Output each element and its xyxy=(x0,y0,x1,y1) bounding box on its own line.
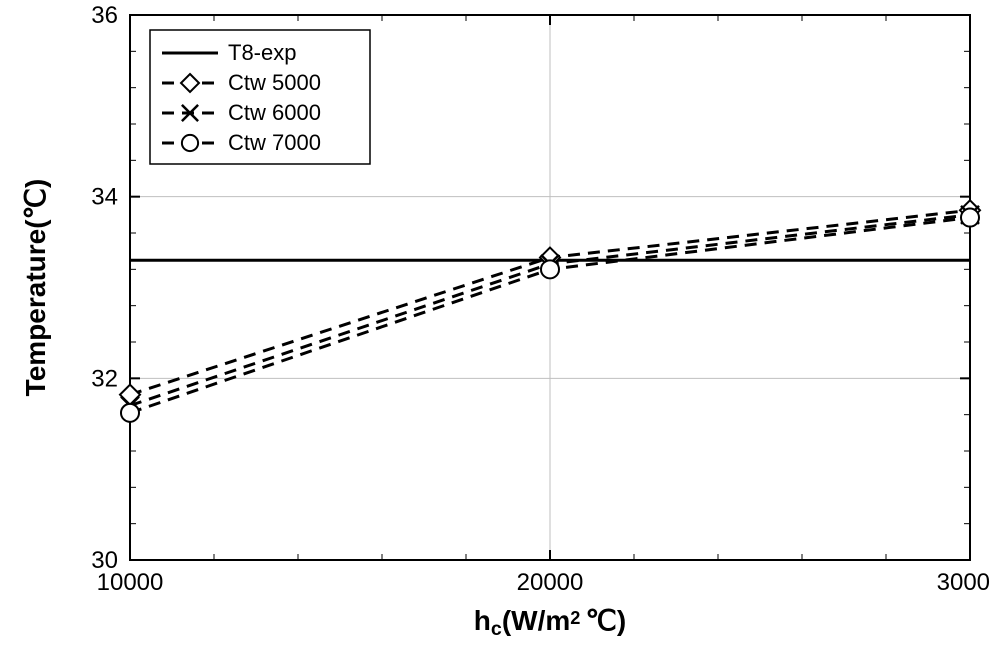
x-tick-label: 20000 xyxy=(517,569,584,596)
y-tick-label: 30 xyxy=(91,547,118,574)
chart-svg: 10000200003000030323436hc(W/m2 ℃)Tempera… xyxy=(0,0,990,668)
legend-label: Ctw 6000 xyxy=(228,100,321,125)
x-tick-label: 30000 xyxy=(937,569,990,596)
y-tick-label: 36 xyxy=(91,2,118,29)
legend-label: T8-exp xyxy=(228,40,296,65)
chart-container: 10000200003000030323436hc(W/m2 ℃)Tempera… xyxy=(0,0,990,668)
y-tick-label: 34 xyxy=(91,184,118,211)
legend-label: Ctw 7000 xyxy=(228,130,321,155)
y-axis-label: Temperature(℃) xyxy=(20,179,51,397)
legend-label: Ctw 5000 xyxy=(228,70,321,95)
y-tick-label: 32 xyxy=(91,365,118,392)
